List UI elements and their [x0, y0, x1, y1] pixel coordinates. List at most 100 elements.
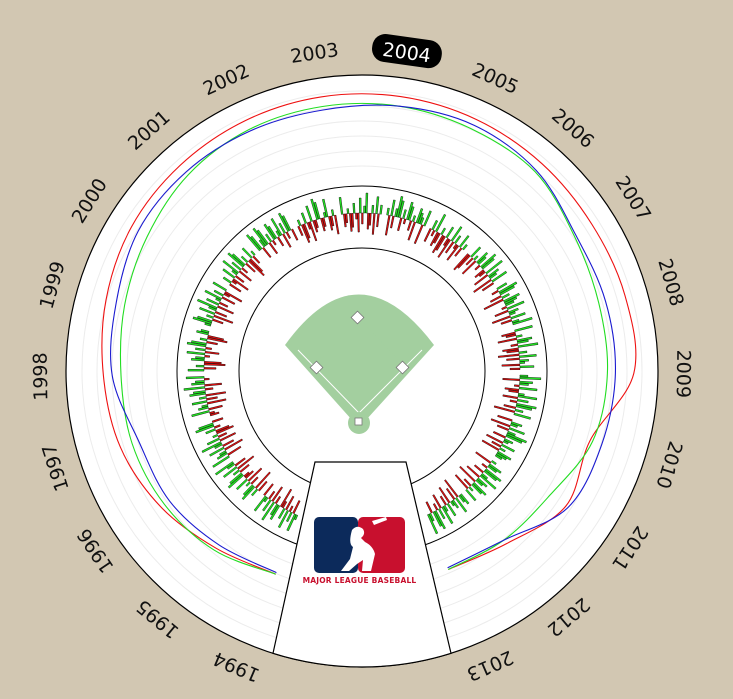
bar-2006-1 [457, 254, 471, 269]
bar-2012-4 [445, 487, 456, 500]
series-line-green [119, 102, 609, 575]
bar-2003-6 [352, 202, 356, 214]
bar-1999-12 [218, 301, 229, 308]
bar-2003-12 [365, 192, 369, 214]
bar-1995-5 [250, 476, 259, 485]
bar-2004-1 [384, 215, 391, 236]
bar-1999-18 [224, 291, 243, 303]
bar-2005-16 [446, 244, 460, 261]
year-tab-1994[interactable]: 1994 [210, 647, 263, 686]
bar-2000-2 [231, 280, 237, 285]
bar-1997-12 [193, 390, 206, 395]
bar-1994-5 [277, 509, 289, 529]
bar-2011-4 [481, 463, 488, 469]
bar-2008-13 [519, 354, 537, 358]
bar-2009-2 [502, 377, 521, 382]
bar-2011-14 [472, 481, 487, 496]
bar-1994-10 [269, 504, 281, 520]
bar-2001-18 [281, 215, 292, 231]
bar-2010-6 [507, 430, 516, 437]
bar-2009-16 [503, 404, 517, 410]
year-tab-2007[interactable]: 2007 [610, 172, 655, 225]
bar-1997-4 [198, 406, 209, 411]
year-tab-2013[interactable]: 2013 [463, 646, 516, 685]
bar-2009-19 [513, 412, 531, 420]
bar-2007-12 [494, 309, 509, 318]
bar-1996-12 [212, 434, 219, 439]
bar-2000-11 [227, 252, 245, 268]
bar-2001-11 [276, 236, 285, 247]
bar-2011-6 [483, 469, 497, 482]
bar-1998-17 [207, 335, 224, 341]
year-tab-1999[interactable]: 1999 [36, 259, 70, 311]
year-tab-2010[interactable]: 2010 [651, 438, 686, 491]
bar-2010-1 [510, 421, 523, 428]
bar-1994-18 [253, 495, 267, 512]
year-tab-2009[interactable]: 2009 [672, 350, 694, 399]
year-tab-2011[interactable]: 2011 [607, 522, 652, 574]
bar-2009-12 [516, 398, 529, 404]
bar-1997-18 [203, 377, 210, 381]
batter-silhouette-icon [341, 517, 387, 571]
year-label-1995: 1995 [132, 595, 183, 643]
year-tab-2012[interactable]: 2012 [543, 593, 594, 641]
year-tab-1996[interactable]: 1996 [73, 524, 118, 576]
bar-2000-15 [248, 259, 265, 277]
bar-1999-0 [204, 322, 212, 327]
bar-2001-13 [270, 218, 283, 236]
year-tab-1997[interactable]: 1997 [38, 441, 74, 494]
bar-2006-4 [473, 255, 479, 261]
bar-1994-9 [279, 488, 293, 508]
bar-1994-16 [268, 490, 276, 500]
bar-2011-0 [491, 460, 497, 465]
bar-2005-8 [435, 235, 446, 251]
year-tab-2004[interactable]: 2004 [370, 32, 443, 69]
bar-2011-18 [454, 474, 469, 490]
bar-2002-9 [314, 219, 319, 229]
bar-2007-7 [503, 292, 520, 303]
bar-1994-19 [263, 483, 274, 496]
year-tab-2005[interactable]: 2005 [469, 59, 522, 99]
bar-2003-18 [376, 213, 380, 228]
bar-2005-15 [452, 243, 458, 250]
bar-2002-4 [300, 212, 307, 224]
bar-2006-13 [485, 259, 503, 275]
selected-year-pill [372, 34, 442, 69]
bar-2007-14 [509, 311, 516, 316]
bar-1995-8 [236, 478, 248, 491]
bar-1994-6 [285, 495, 295, 511]
bar-2007-16 [510, 312, 526, 320]
logo-wordmark: MAJOR LEAGUE BASEBALL [303, 576, 417, 585]
bar-1998-1 [203, 367, 217, 370]
year-tab-2002[interactable]: 2002 [200, 60, 253, 100]
bar-2000-14 [240, 255, 249, 264]
bar-2011-19 [465, 488, 477, 502]
bar-2005-18 [454, 247, 463, 257]
year-tab-2008[interactable]: 2008 [653, 256, 687, 309]
bar-1994-14 [271, 486, 283, 502]
bar-1998-13 [191, 340, 207, 346]
bar-1998-11 [205, 346, 212, 350]
bar-2005-9 [445, 226, 455, 239]
bar-2003-8 [357, 212, 360, 233]
year-tab-2000[interactable]: 2000 [68, 175, 112, 228]
year-tab-2003[interactable]: 2003 [289, 39, 340, 68]
bar-2000-10 [241, 267, 249, 274]
bar-2002-6 [308, 221, 318, 242]
bar-2004-17 [419, 217, 425, 225]
bar-2000-1 [222, 276, 232, 284]
bar-2002-1 [296, 219, 302, 227]
year-tab-1998[interactable]: 1998 [30, 352, 53, 401]
bar-2001-4 [252, 227, 268, 247]
bar-2009-18 [493, 405, 516, 413]
bar-2012-13 [438, 508, 446, 520]
bar-2012-1 [458, 494, 466, 503]
bar-2002-11 [313, 201, 321, 220]
bar-1999-16 [213, 289, 224, 297]
bar-2009-17 [514, 408, 524, 414]
bar-1997-0 [209, 411, 220, 417]
bar-1996-10 [206, 437, 220, 446]
bar-1998-0 [187, 368, 205, 372]
bar-2008-16 [519, 361, 526, 364]
year-tab-1995[interactable]: 1995 [132, 595, 183, 643]
